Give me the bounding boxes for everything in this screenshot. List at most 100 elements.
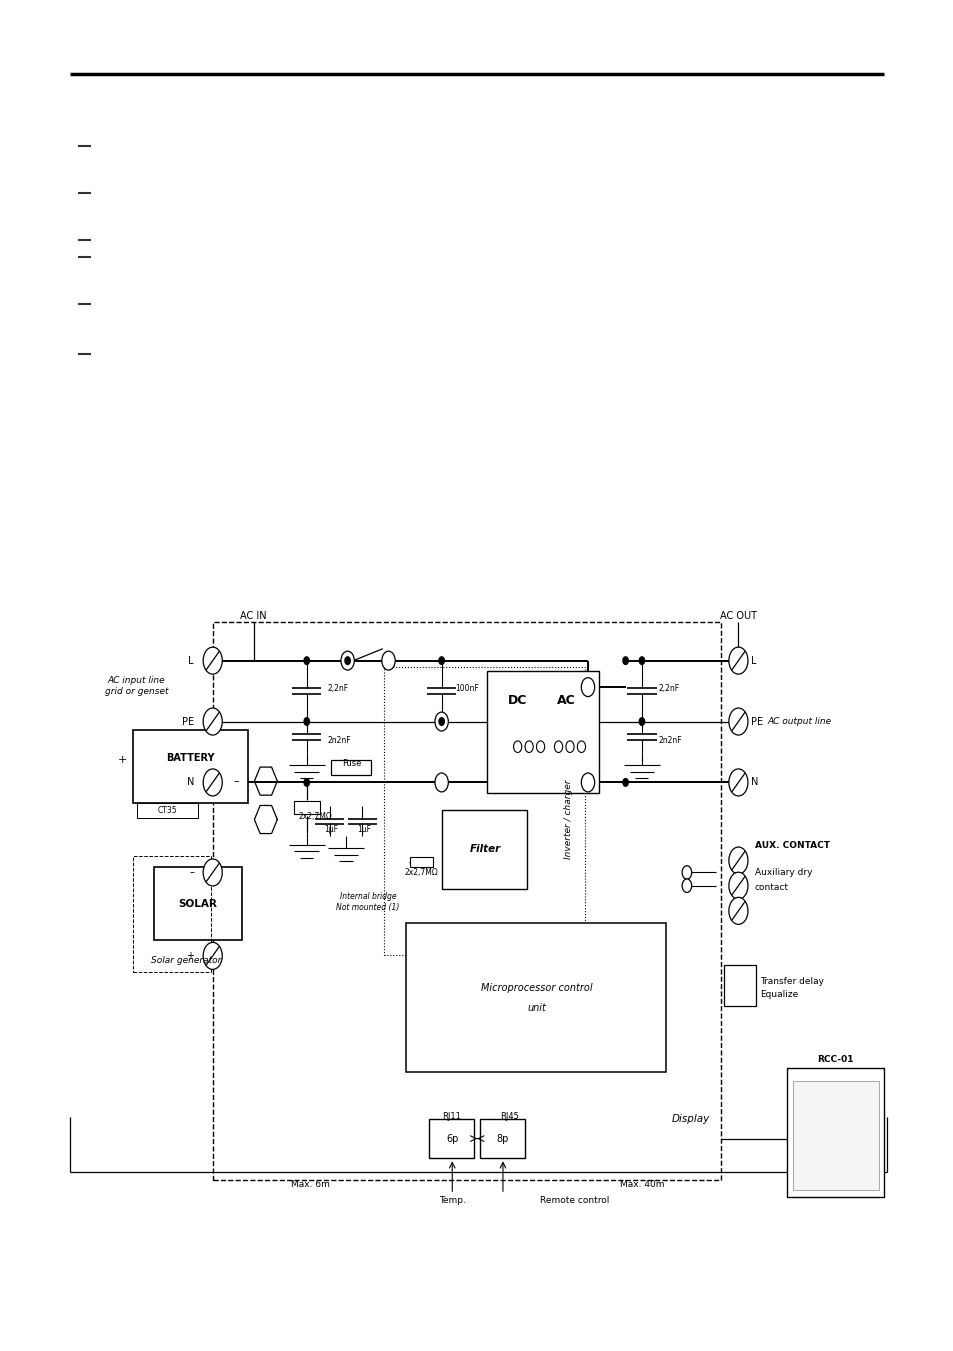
Text: Filter: Filter [469, 844, 500, 854]
Circle shape [203, 647, 222, 674]
Bar [384, 667, 584, 955]
Circle shape [565, 740, 574, 753]
Circle shape [577, 740, 585, 753]
Circle shape [203, 769, 222, 796]
Text: 2n2nF: 2n2nF [658, 735, 681, 744]
Circle shape [345, 657, 350, 665]
Text: CT35: CT35 [158, 805, 177, 815]
Text: +: + [118, 755, 128, 765]
Circle shape [435, 773, 448, 792]
Text: AC: AC [557, 694, 576, 707]
Text: 1µF: 1µF [324, 825, 338, 834]
Bar [213, 623, 720, 1181]
Circle shape [340, 651, 354, 670]
Text: Temp.: Temp. [438, 1196, 465, 1205]
Text: SOLAR: SOLAR [178, 898, 217, 909]
Circle shape [524, 740, 533, 753]
Circle shape [203, 943, 222, 970]
Bar [331, 759, 370, 774]
Circle shape [536, 740, 544, 753]
Text: Transfer delay: Transfer delay [760, 977, 823, 986]
Text: 8p: 8p [497, 1133, 509, 1143]
Text: Display: Display [671, 1113, 709, 1124]
Text: Remote control: Remote control [539, 1196, 608, 1205]
Text: 2,2nF: 2,2nF [658, 684, 679, 693]
Circle shape [639, 717, 644, 725]
Bar [723, 965, 756, 1006]
Circle shape [580, 773, 594, 792]
Text: BATTERY: BATTERY [166, 753, 214, 763]
Bar [479, 1119, 524, 1158]
Text: 100nF: 100nF [456, 684, 478, 693]
Circle shape [728, 647, 747, 674]
Text: RJ11: RJ11 [441, 1112, 460, 1120]
Text: N: N [750, 777, 758, 788]
Text: grid or genset: grid or genset [105, 688, 169, 696]
Text: AC OUT: AC OUT [720, 611, 756, 620]
Circle shape [728, 873, 747, 900]
Circle shape [304, 778, 309, 786]
Circle shape [381, 651, 395, 670]
Text: 2x2,7MΩ: 2x2,7MΩ [404, 867, 437, 877]
Circle shape [513, 740, 521, 753]
Circle shape [728, 769, 747, 796]
Text: 2x2,7MΩ: 2x2,7MΩ [297, 812, 332, 821]
Bar [133, 857, 211, 971]
Circle shape [304, 717, 309, 725]
Text: Microprocessor control: Microprocessor control [481, 984, 593, 993]
Circle shape [203, 859, 222, 886]
Text: AUX. CONTACT: AUX. CONTACT [754, 842, 829, 851]
Text: L: L [188, 655, 193, 666]
Text: Max. 40m: Max. 40m [619, 1181, 663, 1189]
Text: Solar generator: Solar generator [152, 957, 221, 965]
Text: Equalize: Equalize [760, 990, 798, 1000]
Text: 1µF: 1µF [356, 825, 371, 834]
Bar [406, 924, 666, 1073]
Text: Internal bridge: Internal bridge [339, 893, 395, 901]
Text: AC input line: AC input line [108, 676, 165, 685]
Text: 2,2nF: 2,2nF [328, 684, 349, 693]
Circle shape [438, 717, 444, 725]
Circle shape [728, 708, 747, 735]
Circle shape [681, 866, 691, 880]
Circle shape [728, 897, 747, 924]
Bar [429, 1119, 474, 1158]
Bar [136, 802, 198, 817]
Text: unit: unit [527, 1004, 546, 1013]
Bar [441, 809, 527, 889]
Circle shape [304, 657, 309, 665]
Circle shape [622, 657, 628, 665]
Bar [153, 867, 242, 940]
Bar [294, 801, 319, 815]
Circle shape [580, 678, 594, 697]
Bar [133, 730, 248, 802]
Text: Inverter / charger: Inverter / charger [563, 780, 572, 859]
Text: 6p: 6p [446, 1133, 458, 1143]
Bar [410, 857, 433, 867]
Bar [786, 1067, 883, 1197]
Text: RCC-01: RCC-01 [817, 1055, 853, 1063]
Text: N: N [187, 777, 193, 788]
Text: L: L [750, 655, 756, 666]
Text: PE: PE [182, 716, 193, 727]
Bar [486, 670, 598, 793]
Text: DC: DC [507, 694, 527, 707]
Circle shape [203, 708, 222, 735]
Text: Fuse: Fuse [342, 759, 361, 767]
Text: RJ45: RJ45 [499, 1112, 518, 1120]
Text: AC output line: AC output line [766, 717, 830, 725]
Circle shape [438, 657, 444, 665]
Circle shape [622, 778, 628, 786]
Text: PE: PE [750, 716, 762, 727]
Text: –: – [233, 775, 238, 786]
Text: Max. 6m: Max. 6m [291, 1181, 330, 1189]
Text: +: + [186, 951, 193, 961]
Text: contact: contact [754, 882, 788, 892]
Text: Not mounted (1): Not mounted (1) [336, 902, 399, 912]
Circle shape [435, 712, 448, 731]
Text: Auxiliary dry: Auxiliary dry [754, 867, 811, 877]
Bar [792, 1081, 878, 1190]
Text: –: – [189, 867, 193, 878]
Circle shape [681, 880, 691, 893]
Circle shape [728, 847, 747, 874]
